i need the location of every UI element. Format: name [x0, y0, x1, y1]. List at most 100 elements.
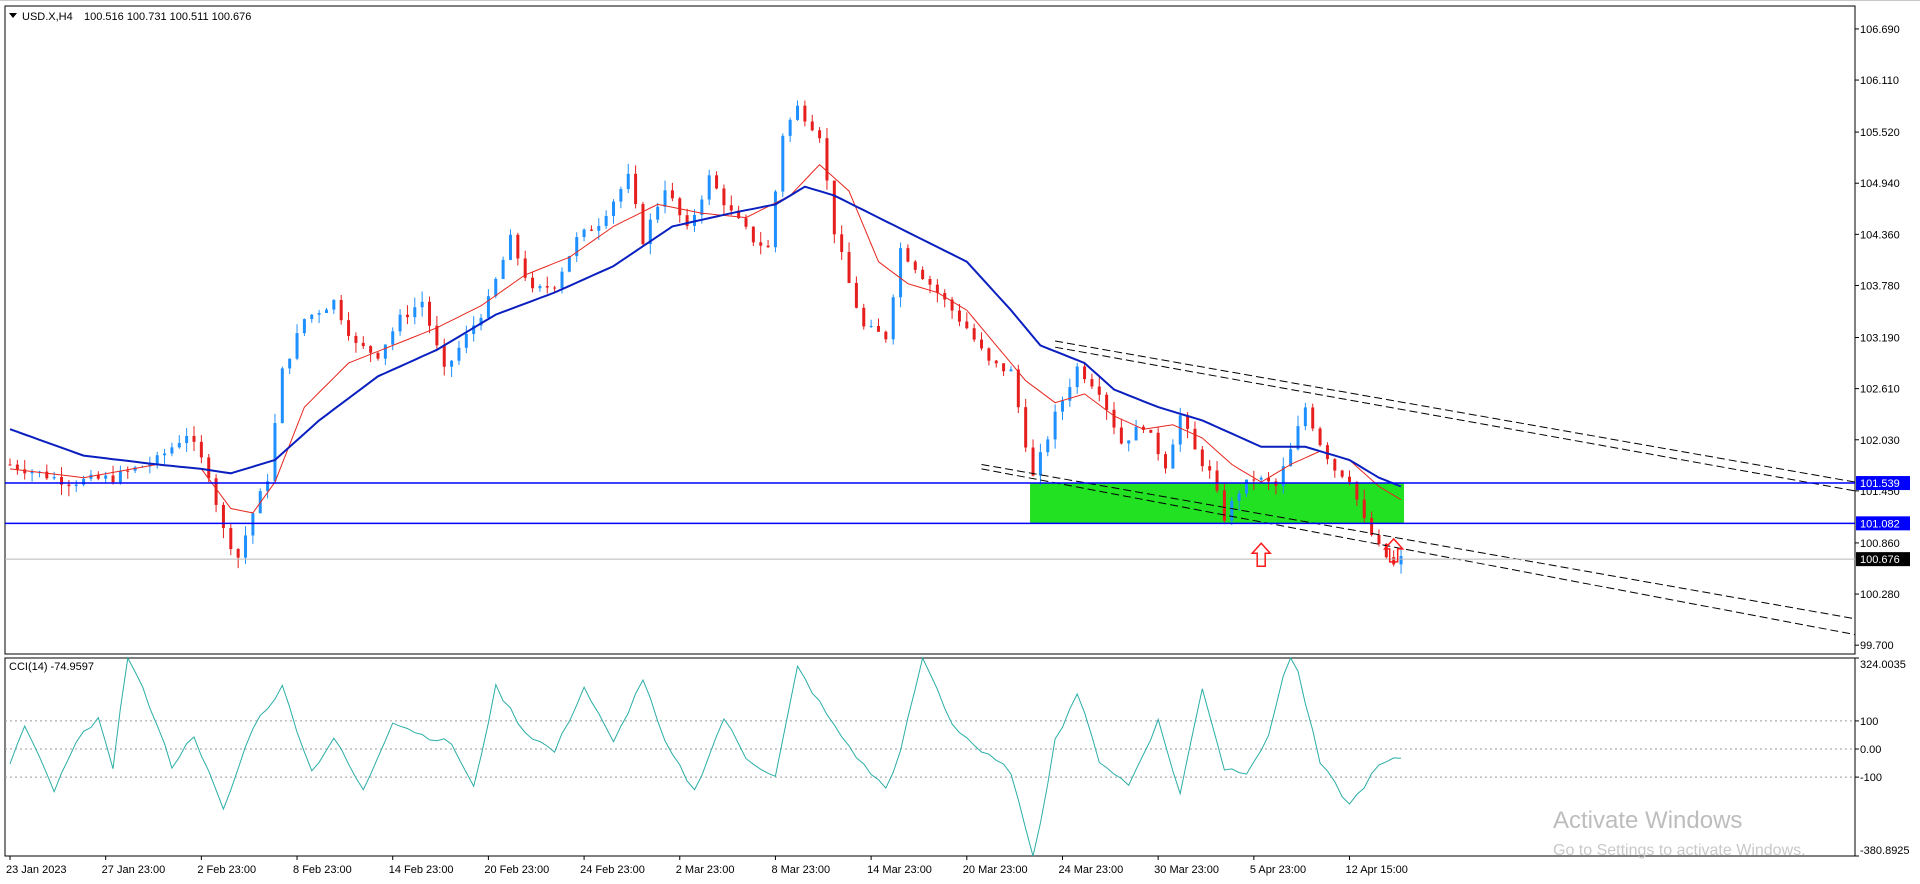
- up-arrow-icon[interactable]: [1250, 542, 1272, 568]
- level-price-tag: [1856, 516, 1910, 531]
- candle-body: [862, 307, 866, 327]
- candle-body: [531, 277, 535, 289]
- candle-body: [1009, 369, 1013, 372]
- candle-body: [1193, 428, 1197, 450]
- candle-body: [597, 225, 601, 231]
- ohlc-values: 100.516 100.731 100.511 100.676: [84, 11, 251, 23]
- candle-body: [1362, 499, 1366, 519]
- candle-body: [354, 335, 358, 343]
- candle-body: [972, 328, 976, 340]
- candle-body: [457, 347, 461, 361]
- candle-body: [413, 307, 417, 318]
- cci-line: [9, 656, 1402, 857]
- candle-body: [781, 135, 785, 192]
- cci-tick-label: 324.0035: [1860, 659, 1906, 671]
- price-tick-label: 103.780: [1860, 280, 1900, 292]
- cci-tick-label: 100: [1860, 716, 1878, 728]
- candle-body: [1267, 477, 1271, 482]
- candle-body: [538, 286, 542, 289]
- candle-body: [1141, 426, 1145, 430]
- price-tick-label: 100.860: [1860, 538, 1900, 550]
- candle-body: [648, 219, 652, 245]
- candle-body: [280, 368, 284, 424]
- candle-body: [1377, 534, 1381, 544]
- up-arrow-icon[interactable]: [1382, 537, 1405, 563]
- candle-body: [1370, 518, 1374, 535]
- time-tick-label: 2 Mar 23:00: [676, 864, 735, 876]
- price-tick-label: 106.110: [1860, 75, 1899, 87]
- candle-body: [1215, 470, 1219, 491]
- candle-body: [921, 269, 925, 279]
- candle-body: [928, 278, 932, 285]
- cci-tick-label: 0.00: [1860, 744, 1881, 756]
- candle-body: [567, 256, 571, 272]
- candle-body: [1031, 447, 1035, 476]
- candle-body: [251, 513, 255, 536]
- candle-body: [199, 441, 203, 458]
- candle-body: [1105, 394, 1109, 410]
- candle-body: [950, 299, 954, 311]
- candle-body: [1171, 444, 1175, 469]
- price-tick-label: 104.360: [1860, 229, 1900, 241]
- candle-body: [832, 180, 836, 235]
- cci-label: CCI(14) -74.9597: [9, 661, 94, 673]
- dashed-trendline[interactable]: [981, 463, 1856, 620]
- candle-body: [82, 478, 86, 485]
- candle-body: [656, 206, 660, 220]
- candle-body: [486, 296, 490, 318]
- candle-body: [744, 218, 748, 227]
- dashed-trendline[interactable]: [981, 468, 1856, 636]
- candle-body: [1348, 476, 1352, 482]
- candle-body: [501, 259, 505, 279]
- candle-body: [715, 175, 719, 189]
- candle-body: [604, 215, 608, 226]
- candle-body: [1252, 479, 1256, 481]
- dashed-trendline[interactable]: [1055, 346, 1856, 492]
- time-tick-label: 14 Feb 23:00: [389, 864, 454, 876]
- candle-body: [678, 198, 682, 216]
- candle-body: [641, 204, 645, 245]
- price-tick-label: 100.280: [1860, 589, 1900, 601]
- candle-body: [1289, 449, 1293, 467]
- level-price-tag: [1856, 476, 1910, 491]
- candle-body: [523, 258, 527, 278]
- candle-body: [1392, 557, 1396, 565]
- candlestick-series: [8, 100, 1403, 574]
- candle-body: [737, 210, 741, 219]
- price-tick-label: 102.610: [1860, 384, 1900, 396]
- candle-body: [111, 475, 115, 483]
- candle-body: [722, 188, 726, 206]
- price-tick-label: 104.940: [1860, 178, 1900, 190]
- candle-body: [773, 191, 777, 248]
- price-tick-label: 105.520: [1860, 127, 1900, 139]
- candle-body: [391, 331, 395, 345]
- candle-body: [1119, 427, 1123, 444]
- candle-body: [1200, 449, 1204, 467]
- dashed-trendline[interactable]: [1055, 340, 1856, 483]
- candle-body: [221, 504, 225, 529]
- candle-body: [582, 229, 586, 238]
- candle-body: [869, 325, 873, 327]
- candle-body: [1060, 400, 1064, 412]
- candle-body: [23, 469, 27, 474]
- candle-body: [935, 284, 939, 293]
- collapse-triangle-icon[interactable]: [9, 13, 17, 18]
- candle-body: [133, 467, 137, 471]
- cci-panel: [4, 657, 1856, 857]
- candle-body: [854, 282, 858, 308]
- candle-body: [332, 300, 336, 310]
- watermark-subtitle: Go to Settings to activate Windows.: [1553, 842, 1806, 859]
- level-price-label: 101.082: [1860, 518, 1900, 530]
- candle-body: [707, 175, 711, 200]
- candle-body: [545, 286, 549, 288]
- candle-body: [1024, 407, 1028, 448]
- candle-body: [670, 190, 674, 199]
- candle-body: [899, 248, 903, 298]
- candle-body: [163, 453, 167, 456]
- candle-body: [67, 484, 71, 487]
- cci-tick-label: -100: [1860, 772, 1882, 784]
- candle-body: [118, 470, 122, 483]
- trendlines: [981, 340, 1856, 636]
- candle-body: [1164, 454, 1168, 469]
- moving-averages: [9, 164, 1402, 514]
